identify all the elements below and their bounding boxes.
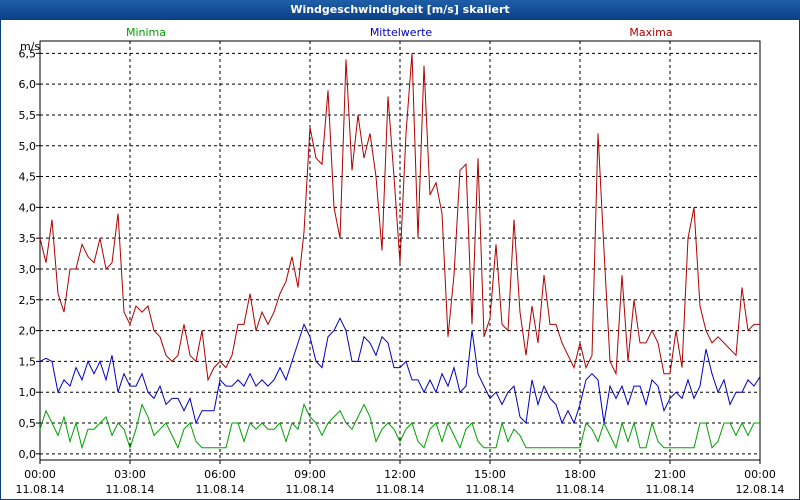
x-tick-date-label: 11.08.14 [376, 483, 425, 496]
x-tick-date-label: 11.08.14 [286, 483, 335, 496]
y-tick-label: 4,5 [19, 171, 37, 184]
x-tick-time-label: 03:00 [114, 468, 146, 481]
grid-lines [40, 41, 760, 460]
x-tick-time-label: 21:00 [654, 468, 686, 481]
x-tick-date-label: 11.08.14 [196, 483, 245, 496]
legend-entry-minima: Minima [126, 26, 166, 39]
x-tick-time-label: 15:00 [474, 468, 506, 481]
x-tick-time-label: 00:00 [24, 468, 56, 481]
x-tick-date-label: 11.08.14 [106, 483, 155, 496]
series-line-minima [39, 403, 760, 450]
chart-title: Windgeschwindigkeit [m/s] skaliert [0, 0, 800, 20]
series-line-maxima [39, 53, 760, 382]
y-tick-label: 1,0 [19, 386, 37, 399]
x-tick-date-label: 11.08.14 [16, 483, 65, 496]
x-tick-date-label: 12.08.14 [736, 483, 785, 496]
legend: Minima Mittelwerte Maxima [126, 26, 673, 39]
x-tick-time-label: 09:00 [294, 468, 326, 481]
x-tick-date-label: 11.08.14 [556, 483, 605, 496]
x-tick-time-label: 00:00 [744, 468, 776, 481]
x-tick-date-label: 11.08.14 [646, 483, 695, 496]
x-tick-date-label: 11.08.14 [466, 483, 515, 496]
y-tick-label: 4,0 [19, 201, 37, 214]
y-tick-label: 6,0 [19, 78, 37, 91]
y-tick-label: 3,0 [19, 263, 37, 276]
y-tick-label: 5,5 [19, 109, 37, 122]
y-tick-label: 5,0 [19, 140, 37, 153]
series-group [39, 53, 761, 450]
y-tick-label: 2,0 [19, 325, 37, 338]
y-axis-ticks: 0,0 0,5 1,0 1,5 2,0 2,5 3,0 3,5 4,0 4,5 5,0 5,5 6,0 6… [19, 47, 40, 461]
x-tick-time-label: 12:00 [384, 468, 416, 481]
series-line-mittelwerte [39, 317, 761, 425]
x-tick-time-label: 18:00 [564, 468, 596, 481]
y-tick-label: 1,5 [19, 355, 37, 368]
y-tick-label: 0,5 [19, 417, 37, 430]
y-axis-unit-label: m/s [20, 40, 40, 53]
x-axis-ticks: 00:00 11.08.14 03:00 11.08.14 06:00 11.08.14 0… [16, 460, 785, 496]
x-tick-time-label: 06:00 [204, 468, 236, 481]
y-tick-label: 0,0 [19, 448, 37, 461]
legend-entry-maxima: Maxima [629, 26, 672, 39]
y-tick-label: 6,5 [19, 47, 37, 60]
y-tick-label: 3,5 [19, 232, 37, 245]
legend-entry-mittelwerte: Mittelwerte [370, 26, 433, 39]
y-tick-label: 2,5 [19, 294, 37, 307]
